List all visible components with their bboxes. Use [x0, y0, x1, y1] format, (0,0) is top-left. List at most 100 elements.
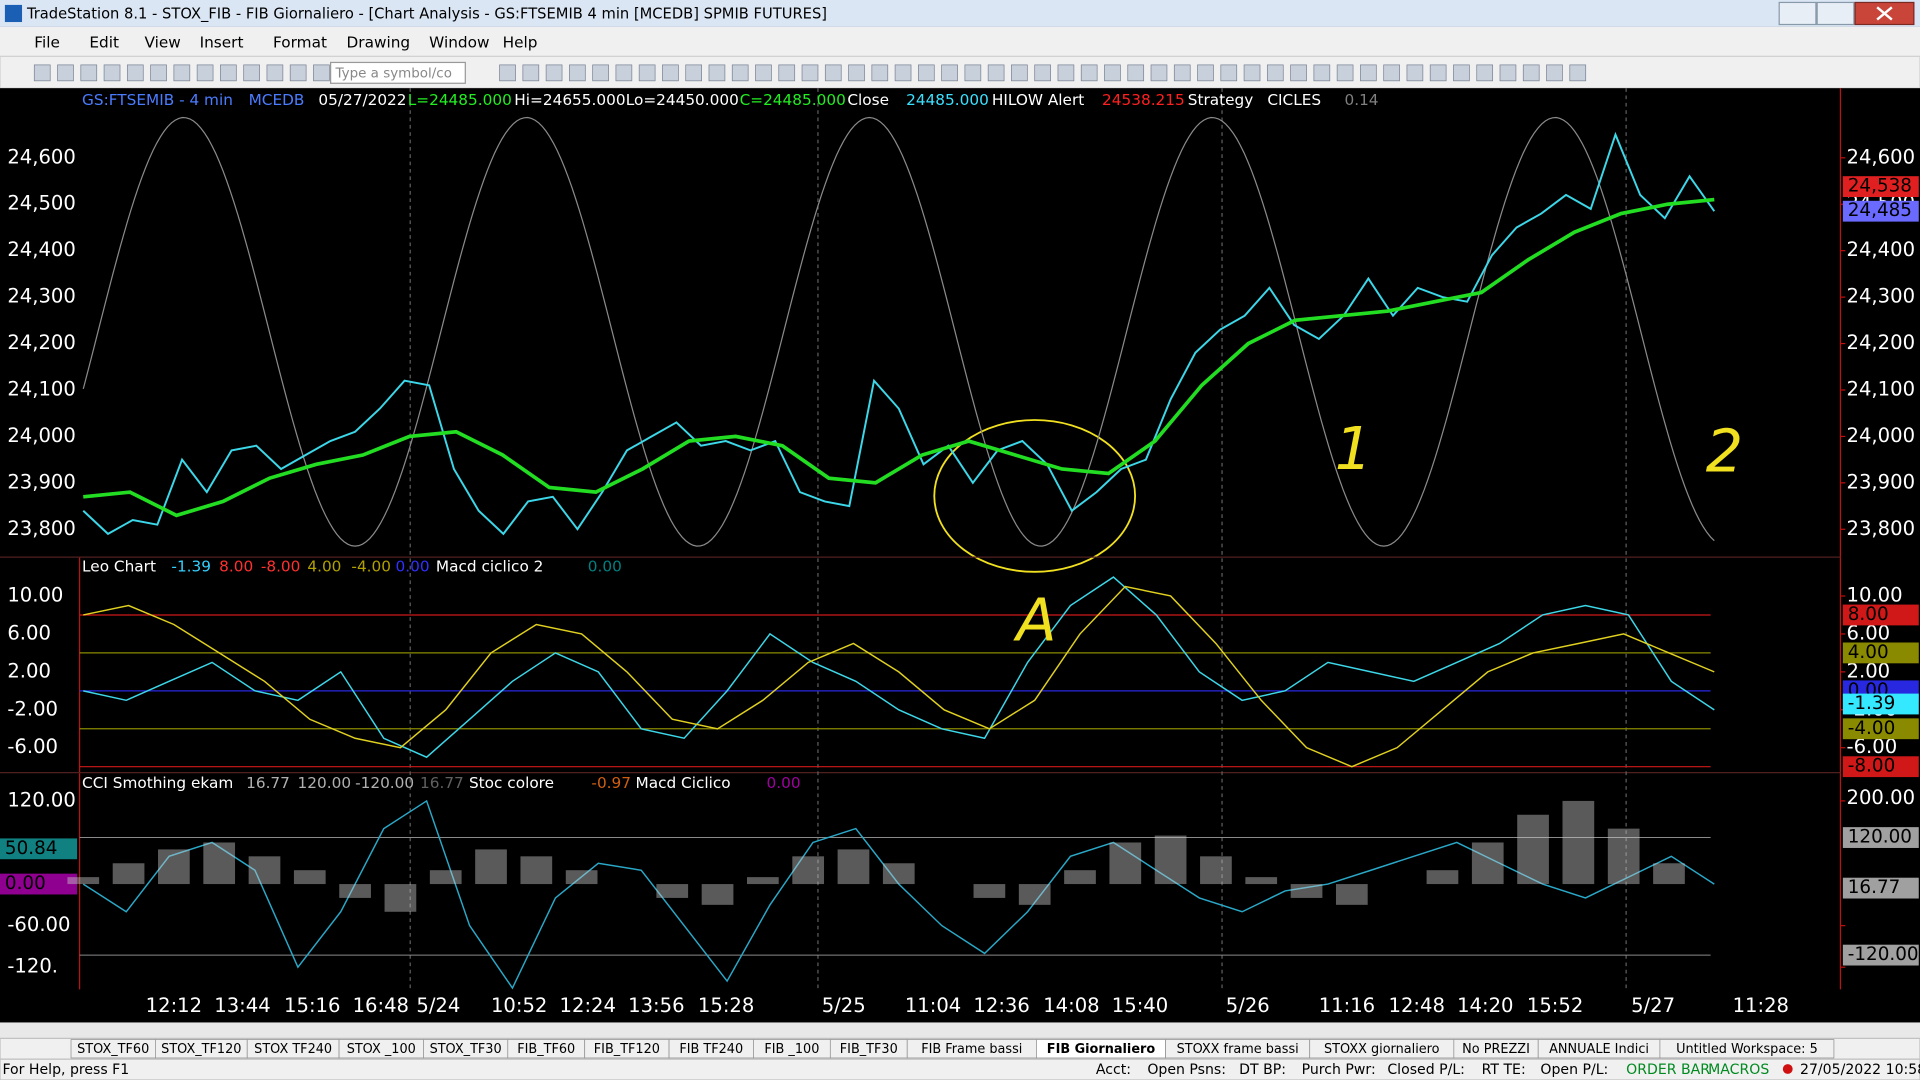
toolbar-icon[interactable]	[918, 64, 935, 82]
toolbar-icon[interactable]	[848, 64, 865, 82]
toolbar-icon[interactable]	[778, 64, 796, 82]
close-glyph	[1876, 6, 1893, 21]
y-tick-label: 24,400	[1847, 238, 1916, 261]
menu-item[interactable]: Drawing	[347, 33, 411, 51]
toolbar-icon[interactable]	[894, 64, 912, 82]
toolbar-icon[interactable]	[801, 64, 819, 82]
histogram-bar	[882, 863, 915, 885]
toolbar-icon[interactable]	[1127, 64, 1145, 82]
toolbar-icon[interactable]	[638, 64, 656, 82]
y-tick-label: 24,000	[1847, 424, 1916, 447]
histogram-bar	[1335, 884, 1368, 905]
scrollbar[interactable]	[0, 1022, 1920, 1039]
y-tick-label: 2.00	[7, 659, 51, 682]
y-tick-label: -2.00	[7, 697, 58, 720]
toolbar-icon[interactable]	[731, 64, 749, 82]
symbol-input[interactable]	[330, 61, 466, 84]
toolbar-icon[interactable]	[499, 64, 516, 82]
histogram-bar	[248, 856, 281, 885]
toolbar-icon[interactable]	[941, 64, 958, 82]
toolbar-icon[interactable]	[1057, 64, 1075, 82]
toolbar-icon[interactable]	[1383, 64, 1400, 82]
histogram-bar	[565, 870, 598, 885]
toolbar-icon[interactable]	[1150, 64, 1168, 82]
toolbar-icon[interactable]	[1034, 64, 1051, 82]
toolbar-icon[interactable]	[313, 64, 330, 82]
x-tick-label: 12:36	[973, 994, 1029, 1017]
toolbar-icon[interactable]	[1429, 64, 1447, 82]
menu-item[interactable]: Window	[429, 33, 489, 51]
toolbar-icon[interactable]	[1336, 64, 1354, 82]
panel-header: 24485.000	[906, 91, 989, 109]
y-tick-label: 24,000	[7, 424, 76, 447]
toolbar-icon[interactable]	[33, 64, 51, 82]
minimize-button[interactable]	[1778, 1, 1817, 26]
menu-item[interactable]: Insert	[200, 33, 244, 51]
menu-item[interactable]: File	[34, 33, 60, 51]
toolbar-icon[interactable]	[173, 64, 191, 82]
status-item: For Help, press F1	[2, 1062, 129, 1078]
toolbar-icon[interactable]	[871, 64, 889, 82]
toolbar-icon[interactable]	[1406, 64, 1424, 82]
toolbar-icon[interactable]	[220, 64, 237, 82]
panel-header: 120.00	[298, 774, 352, 792]
workspace-tab-label: ANNUALE Indici	[1549, 1042, 1649, 1057]
toolbar-icon[interactable]	[1546, 64, 1563, 82]
toolbar-icon[interactable]	[569, 64, 586, 82]
histogram-bar	[1200, 856, 1232, 885]
toolbar-icon[interactable]	[964, 64, 982, 82]
toolbar-icon[interactable]	[1104, 64, 1121, 82]
price-tag	[0, 873, 78, 895]
maximize-button[interactable]	[1816, 1, 1855, 26]
price-tag-label: 8.00	[1848, 604, 1889, 625]
toolbar-icon[interactable]	[126, 64, 144, 82]
y-tick-label: 10.00	[1847, 584, 1903, 607]
toolbar-icon[interactable]	[545, 64, 563, 82]
toolbar-icon[interactable]	[1173, 64, 1191, 82]
toolbar-icon[interactable]	[592, 64, 609, 82]
toolbar-icon[interactable]	[57, 64, 74, 82]
toolbar-icon[interactable]	[1360, 64, 1377, 82]
toolbar-icon[interactable]	[196, 64, 214, 82]
toolbar-icon[interactable]	[1569, 64, 1587, 82]
toolbar-icon[interactable]	[1499, 64, 1517, 82]
toolbar-icon[interactable]	[1197, 64, 1214, 82]
workspace-tab-label: FIB TF240	[679, 1042, 743, 1057]
toolbar-icon[interactable]	[1476, 64, 1494, 82]
menu-bar	[0, 26, 1920, 57]
toolbar-icon[interactable]	[1266, 64, 1284, 82]
toolbar-icon[interactable]	[1243, 64, 1261, 82]
panel-header: C=24485.000	[740, 91, 846, 109]
toolbar-icon[interactable]	[755, 64, 772, 82]
status-item: MACROS	[1708, 1062, 1769, 1078]
y-tick-label: 24,400	[7, 238, 76, 261]
toolbar-icon[interactable]	[824, 64, 842, 82]
toolbar-icon[interactable]	[103, 64, 121, 82]
toolbar-icon[interactable]	[685, 64, 702, 82]
toolbar-icon[interactable]	[1220, 64, 1238, 82]
toolbar-icon[interactable]	[615, 64, 633, 82]
toolbar-icon[interactable]	[1080, 64, 1098, 82]
toolbar-icon[interactable]	[987, 64, 1005, 82]
toolbar-icon[interactable]	[243, 64, 260, 82]
toolbar-icon[interactable]	[1453, 64, 1470, 82]
toolbar-icon[interactable]	[80, 64, 98, 82]
menu-item[interactable]: View	[144, 33, 180, 51]
toolbar-icon[interactable]	[522, 64, 540, 82]
x-tick-label: 5/26	[1226, 994, 1270, 1017]
toolbar-icon[interactable]	[708, 64, 726, 82]
workspace-tab[interactable]	[1659, 1039, 1835, 1059]
toolbar-icon[interactable]	[1290, 64, 1307, 82]
toolbar-icon[interactable]	[1011, 64, 1028, 82]
y-tick-label: -120.	[7, 955, 58, 978]
toolbar-icon[interactable]	[289, 64, 307, 82]
menu-item[interactable]: Edit	[89, 33, 119, 51]
status-item: Purch Pwr:	[1302, 1062, 1376, 1078]
menu-item[interactable]: Help	[503, 33, 538, 51]
toolbar-icon[interactable]	[662, 64, 679, 82]
toolbar-icon[interactable]	[150, 64, 167, 82]
toolbar-icon[interactable]	[1313, 64, 1331, 82]
menu-item[interactable]: Format	[273, 33, 327, 51]
toolbar-icon[interactable]	[266, 64, 284, 82]
toolbar-icon[interactable]	[1522, 64, 1540, 82]
